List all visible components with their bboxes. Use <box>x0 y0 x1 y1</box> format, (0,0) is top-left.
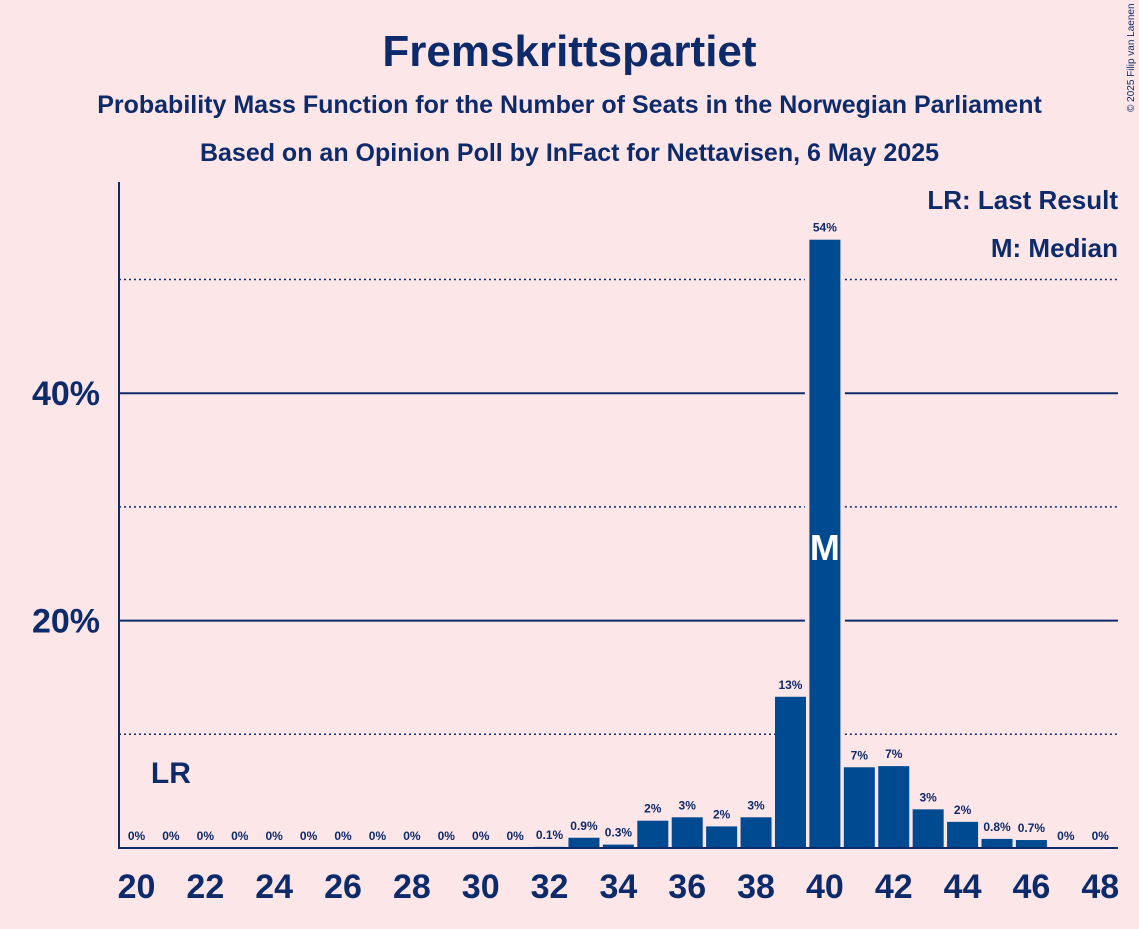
grid-lines <box>119 278 1118 736</box>
bar-label-seat-41: 7% <box>851 748 869 762</box>
bar-label-seat-29: 0% <box>438 829 456 843</box>
x-tick-label: 44 <box>944 868 982 906</box>
bar-label-seat-20: 0% <box>128 829 146 843</box>
last-result-marker: LR <box>151 757 191 790</box>
bar-label-seat-21: 0% <box>162 829 180 843</box>
bar-seat-41 <box>843 767 875 848</box>
legend-last-result: LR: Last Result <box>927 185 1118 215</box>
x-tick-label: 28 <box>393 868 431 906</box>
bar-label-seat-45: 0.8% <box>983 820 1011 834</box>
x-tick-label: 42 <box>875 868 913 906</box>
chart-subtitle-2: Based on an Opinion Poll by InFact for N… <box>200 139 939 167</box>
bar-label-seat-23: 0% <box>231 829 249 843</box>
bar-label-seat-48: 0% <box>1092 829 1110 843</box>
bar-seat-34 <box>602 844 634 848</box>
x-tick-label: 46 <box>1013 868 1051 906</box>
x-tick-label: 30 <box>462 868 500 906</box>
x-tick-label: 20 <box>118 868 156 906</box>
bar-label-seat-22: 0% <box>197 829 215 843</box>
bar-label-seat-24: 0% <box>266 829 284 843</box>
x-tick-label: 36 <box>668 868 706 906</box>
bar-label-seat-38: 3% <box>747 798 765 812</box>
bar-label-seat-35: 2% <box>644 802 662 816</box>
bar-seat-35 <box>637 820 669 848</box>
bar-label-seat-47: 0% <box>1057 829 1075 843</box>
bar-label-seat-25: 0% <box>300 829 318 843</box>
x-tick-label: 26 <box>324 868 362 906</box>
y-tick-label: 20% <box>32 603 100 641</box>
bar-label-seat-28: 0% <box>403 829 421 843</box>
x-tick-label: 32 <box>531 868 569 906</box>
bar-label-seat-36: 3% <box>679 798 697 812</box>
bar-label-seat-42: 7% <box>885 747 903 761</box>
bar-label-seat-33: 0.9% <box>570 819 598 833</box>
chart-subtitle-1: Probability Mass Function for the Number… <box>97 91 1042 119</box>
bar-label-seat-44: 2% <box>954 803 972 817</box>
bar-label-seat-32: 0.1% <box>536 828 564 842</box>
bar-label-seat-39: 13% <box>778 678 802 692</box>
bar-labels-group: 0% 0% 0% 0% 0% 0% 0% 0% 0% 0% 0% 0% 0.1% 0.9% 0.3% 2% 3%… <box>128 221 1109 843</box>
bar-seat-33 <box>568 837 600 848</box>
y-axis-ticks: 20% 40% <box>32 375 100 640</box>
x-tick-label: 22 <box>186 868 224 906</box>
bar-label-seat-43: 3% <box>919 790 937 804</box>
x-axis-ticks: 20 22 24 26 28 30 32 34 36 38 40 42 44 46 48 <box>118 868 1120 906</box>
bar-label-seat-30: 0% <box>472 829 490 843</box>
bar-seat-45 <box>981 838 1013 848</box>
bar-label-seat-40: 54% <box>813 221 837 235</box>
copyright-notice: © 2025 Filip van Laenen <box>1126 3 1137 112</box>
bar-seat-44 <box>947 821 979 848</box>
bar-seat-46 <box>1015 840 1047 848</box>
x-tick-label: 34 <box>599 868 637 906</box>
x-tick-label: 40 <box>806 868 844 906</box>
bar-seat-39 <box>774 696 806 848</box>
bar-seat-43 <box>912 809 944 848</box>
bar-label-seat-26: 0% <box>334 829 352 843</box>
bars-group <box>534 239 1047 848</box>
x-tick-label: 24 <box>255 868 293 906</box>
bar-seat-37 <box>706 826 738 848</box>
chart-title: Fremskrittspartiet <box>382 27 756 76</box>
bar-label-seat-27: 0% <box>369 829 387 843</box>
bar-label-seat-31: 0% <box>506 829 524 843</box>
bar-seat-42 <box>878 766 910 848</box>
bar-seat-36 <box>671 817 703 848</box>
legend-median: M: Median <box>991 233 1118 263</box>
bar-label-seat-37: 2% <box>713 807 731 821</box>
x-tick-label: 48 <box>1081 868 1119 906</box>
x-tick-label: 38 <box>737 868 775 906</box>
y-tick-label: 40% <box>32 375 100 413</box>
bar-label-seat-34: 0.3% <box>605 826 633 840</box>
bar-seat-38 <box>740 817 772 848</box>
bar-seat-40 <box>809 239 841 848</box>
bar-label-seat-46: 0.7% <box>1018 821 1046 835</box>
median-marker: M <box>810 527 840 568</box>
